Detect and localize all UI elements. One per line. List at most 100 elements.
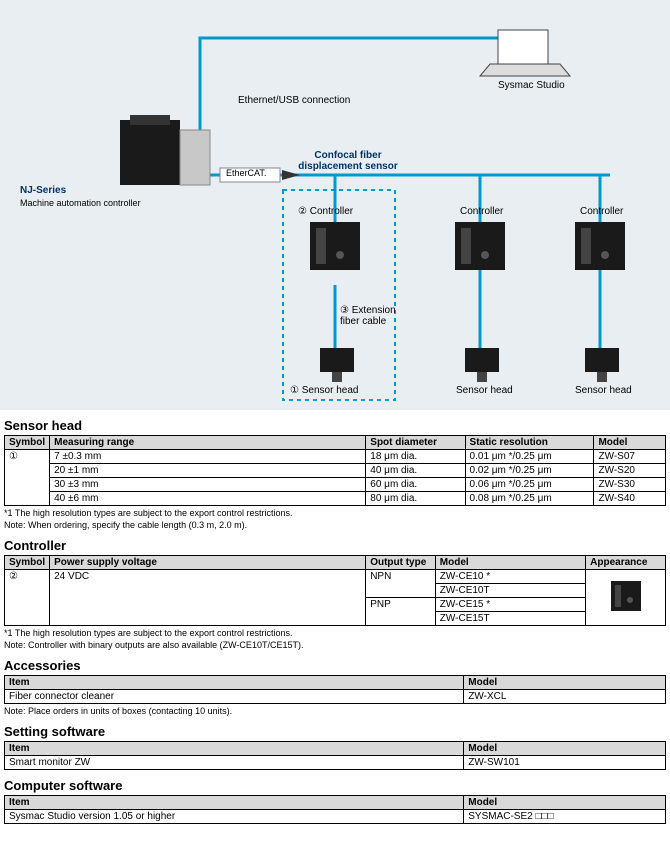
system-diagram: Sysmac Studio Ethernet/USB connection NJ… [0,0,670,410]
table-row: 40 ±6 mm 80 μm dia. 0.08 μm */0.25 μm ZW… [5,492,666,506]
circled-2: ② [298,206,307,217]
td: ZW-S07 [594,450,666,464]
footnote: Note: When ordering, specify the cable l… [4,520,666,530]
sysmac-studio-label: Sysmac Studio [498,80,565,91]
td: 80 μm dia. [366,492,465,506]
sensor-head-heading: Sensor head [4,418,670,433]
td: ① [5,450,50,506]
nj-series-icon [120,115,210,185]
th: Model [464,742,666,756]
ctrl-lbl-1: Controller [310,206,353,217]
td: 7 ±0.3 mm [50,450,366,464]
th: Output type [366,556,436,570]
table-header-row: Item Model [5,796,666,810]
th: Power supply voltage [50,556,366,570]
table-row: Smart monitor ZW ZW-SW101 [5,756,666,770]
sensor-head-icon-2 [465,348,499,382]
table-row: Sysmac Studio version 1.05 or higher SYS… [5,810,666,824]
footnote: *1 The high resolution types are subject… [4,508,666,518]
th: Item [5,676,464,690]
setting-sw-table: Item Model Smart monitor ZW ZW-SW101 [4,741,666,770]
computer-sw-table: Item Model Sysmac Studio version 1.05 or… [4,795,666,824]
th: Symbol [5,436,50,450]
confocal-title: Confocal fiber displacement sensor [298,150,398,172]
table-header-row: Item Model [5,676,666,690]
td: ZW-CE10T [435,584,585,598]
nj-series-title: NJ-Series [20,185,66,196]
footnote: Note: Place orders in units of boxes (co… [4,706,666,716]
controller-table: Symbol Power supply voltage Output type … [4,555,666,626]
table-header-row: Symbol Measuring range Spot diameter Sta… [5,436,666,450]
td: 40 μm dia. [366,464,465,478]
td: 24 VDC [50,570,366,626]
footnote: Note: Controller with binary outputs are… [4,640,666,650]
setting-sw-heading: Setting software [4,724,670,739]
th: Symbol [5,556,50,570]
th: Model [464,676,666,690]
td: ② [5,570,50,626]
accessories-heading: Accessories [4,658,670,673]
table-row: 30 ±3 mm 60 μm dia. 0.06 μm */0.25 μm ZW… [5,478,666,492]
td: SYSMAC-SE2 □□□ [464,810,666,824]
table-row: ① 7 ±0.3 mm 18 μm dia. 0.01 μm */0.25 μm… [5,450,666,464]
td: 40 ±6 mm [50,492,366,506]
td: 18 μm dia. [366,450,465,464]
td: ZW-CE15T [435,612,585,626]
td: ZW-S20 [594,464,666,478]
accessories-table: Item Model Fiber connector cleaner ZW-XC… [4,675,666,704]
computer-sw-heading: Computer software [4,778,670,793]
td-appearance [586,570,666,626]
td: 30 ±3 mm [50,478,366,492]
sensor-head-icon-3 [585,348,619,382]
td: 0.08 μm */0.25 μm [465,492,594,506]
controller-appearance-icon [608,578,644,614]
th: Model [594,436,666,450]
table-row: ② 24 VDC NPN ZW-CE10 * [5,570,666,584]
circled-1: ① [290,385,299,396]
th: Item [5,742,464,756]
td: ZW-CE15 * [435,598,585,612]
circled-3: ③ [340,305,349,316]
sensor-head-lbl-2: Sensor head [456,385,513,396]
nj-series-subtitle: Machine automation controller [20,198,141,208]
td: ZW-SW101 [464,756,666,770]
sensor-head-lbl-3: Sensor head [575,385,632,396]
th: Measuring range [50,436,366,450]
td: 0.06 μm */0.25 μm [465,478,594,492]
ethercat-label: EtherCAT. [226,168,266,178]
td: Fiber connector cleaner [5,690,464,704]
controller-icon-3 [575,222,625,270]
th: Static resolution [465,436,594,450]
td: ZW-S30 [594,478,666,492]
ctrl-lbl-2: Controller [460,206,503,217]
td: 60 μm dia. [366,478,465,492]
th: Model [435,556,585,570]
sensor-head-table: Symbol Measuring range Spot diameter Sta… [4,435,666,506]
table-header-row: Item Model [5,742,666,756]
td: Smart monitor ZW [5,756,464,770]
table-header-row: Symbol Power supply voltage Output type … [5,556,666,570]
controller-icon-1 [310,222,360,270]
footnote: *1 The high resolution types are subject… [4,628,666,638]
td: 0.01 μm */0.25 μm [465,450,594,464]
td: 20 ±1 mm [50,464,366,478]
table-row: Fiber connector cleaner ZW-XCL [5,690,666,704]
td: Sysmac Studio version 1.05 or higher [5,810,464,824]
controller-heading: Controller [4,538,670,553]
td: PNP [366,598,436,626]
td: ZW-XCL [464,690,666,704]
ctrl-lbl-3: Controller [580,206,623,217]
td: ZW-S40 [594,492,666,506]
td: NPN [366,570,436,598]
th: Spot diameter [366,436,465,450]
controller-icon-2 [455,222,505,270]
th: Item [5,796,464,810]
sensor-head-icon-1 [320,348,354,382]
td: 0.02 μm */0.25 μm [465,464,594,478]
table-row: 20 ±1 mm 40 μm dia. 0.02 μm */0.25 μm ZW… [5,464,666,478]
ethernet-usb-label: Ethernet/USB connection [238,95,350,106]
td: ZW-CE10 * [435,570,585,584]
th: Model [464,796,666,810]
th: Appearance [586,556,666,570]
sensor-head-lbl-1: Sensor head [302,385,359,396]
